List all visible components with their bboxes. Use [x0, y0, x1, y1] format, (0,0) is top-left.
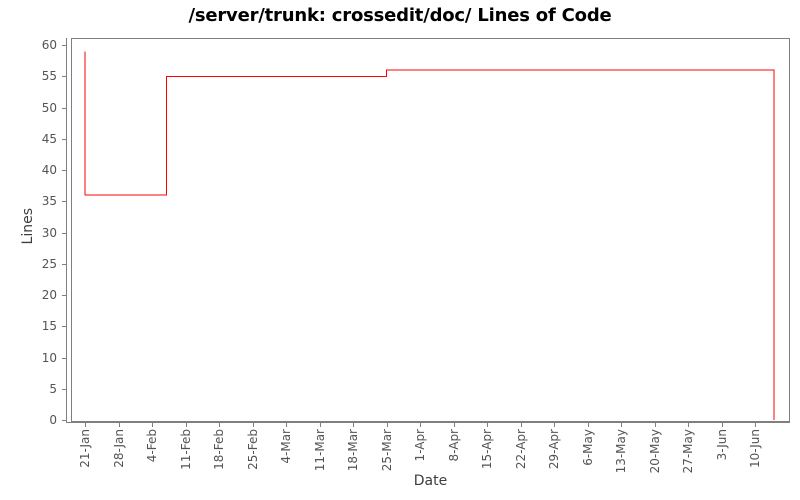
y-tick-label: 5: [49, 381, 57, 396]
x-tick: [353, 423, 354, 427]
x-tick: [554, 423, 555, 427]
x-tick: [487, 423, 488, 427]
x-tick-label: 28-Jan: [111, 429, 126, 468]
x-tick-label: 10-Jun: [748, 429, 762, 469]
x-tick: [219, 423, 220, 427]
x-tick-label: 11-Feb: [178, 429, 193, 470]
x-tick: [688, 423, 689, 427]
x-tick-label: 18-Mar: [346, 429, 360, 472]
series-svg: [84, 51, 775, 420]
y-tick-label: 30: [41, 225, 57, 240]
x-tick: [286, 423, 287, 427]
x-tick: [520, 423, 522, 427]
x-tick-label: 4-Mar: [279, 429, 293, 464]
y-tick-label: 40: [41, 163, 57, 177]
x-tick: [319, 423, 321, 427]
plot-area: [71, 38, 790, 422]
x-tick-label: 25-Mar: [379, 429, 394, 472]
x-tick: [453, 423, 455, 427]
y-tick-label: 35: [41, 194, 57, 209]
y-tick: [62, 295, 66, 296]
x-tick-label: 8-Apr: [446, 429, 461, 462]
x-tick: [755, 423, 756, 427]
y-tick-label: 50: [41, 100, 57, 115]
x-tick-label: 1-Apr: [413, 429, 427, 462]
x-tick: [587, 423, 589, 427]
loc-series-line: [84, 51, 775, 420]
x-tick-label: 21-Jan: [78, 429, 92, 468]
chart-title: /server/trunk: crossedit/doc/ Lines of C…: [188, 5, 612, 26]
x-tick-label: 25-Feb: [245, 429, 260, 470]
y-tick-label: 25: [41, 256, 57, 271]
y-tick-label: 15: [41, 319, 57, 334]
x-tick: [386, 423, 388, 427]
y-tick: [62, 138, 66, 140]
x-tick-label: 3-Jun: [714, 429, 729, 461]
x-tick: [621, 423, 622, 427]
x-tick-label: 27-May: [681, 429, 695, 474]
x-tick: [654, 423, 656, 427]
x-tick: [118, 423, 120, 427]
x-tick: [152, 423, 153, 427]
x-tick-label: 13-May: [614, 429, 628, 474]
x-axis-line: [66, 422, 790, 423]
y-tick: [62, 201, 66, 203]
y-tick-label: 60: [41, 38, 57, 52]
x-tick: [85, 423, 86, 427]
x-tick-label: 6-May: [580, 429, 595, 466]
x-axis-title: Date: [413, 473, 448, 489]
x-tick-label: 22-Apr: [513, 429, 528, 470]
y-tick: [62, 326, 66, 328]
y-tick-label: 55: [41, 69, 57, 84]
x-tick-label: 15-Apr: [480, 429, 494, 470]
x-tick-label: 4-Feb: [145, 429, 159, 463]
x-tick-label: 20-May: [647, 429, 662, 474]
x-tick: [185, 423, 187, 427]
y-tick: [62, 170, 66, 171]
y-tick: [62, 107, 66, 109]
y-tick: [62, 76, 66, 78]
x-tick: [420, 423, 421, 427]
y-tick-label: 20: [41, 288, 57, 302]
x-tick: [252, 423, 254, 427]
y-tick-label: 45: [41, 131, 57, 146]
y-tick-label: 0: [49, 413, 57, 427]
y-tick: [62, 388, 66, 390]
x-tick-label: 11-Mar: [312, 429, 327, 472]
y-tick: [62, 357, 66, 359]
y-tick: [62, 232, 66, 234]
x-tick-label: 18-Feb: [212, 429, 226, 470]
y-tick: [62, 263, 66, 265]
y-tick: [62, 45, 66, 46]
x-tick-label: 29-Apr: [547, 429, 561, 470]
x-tick: [721, 423, 723, 427]
y-tick: [62, 420, 66, 421]
y-tick-label: 10: [41, 350, 57, 365]
y-axis-line: [66, 38, 67, 422]
